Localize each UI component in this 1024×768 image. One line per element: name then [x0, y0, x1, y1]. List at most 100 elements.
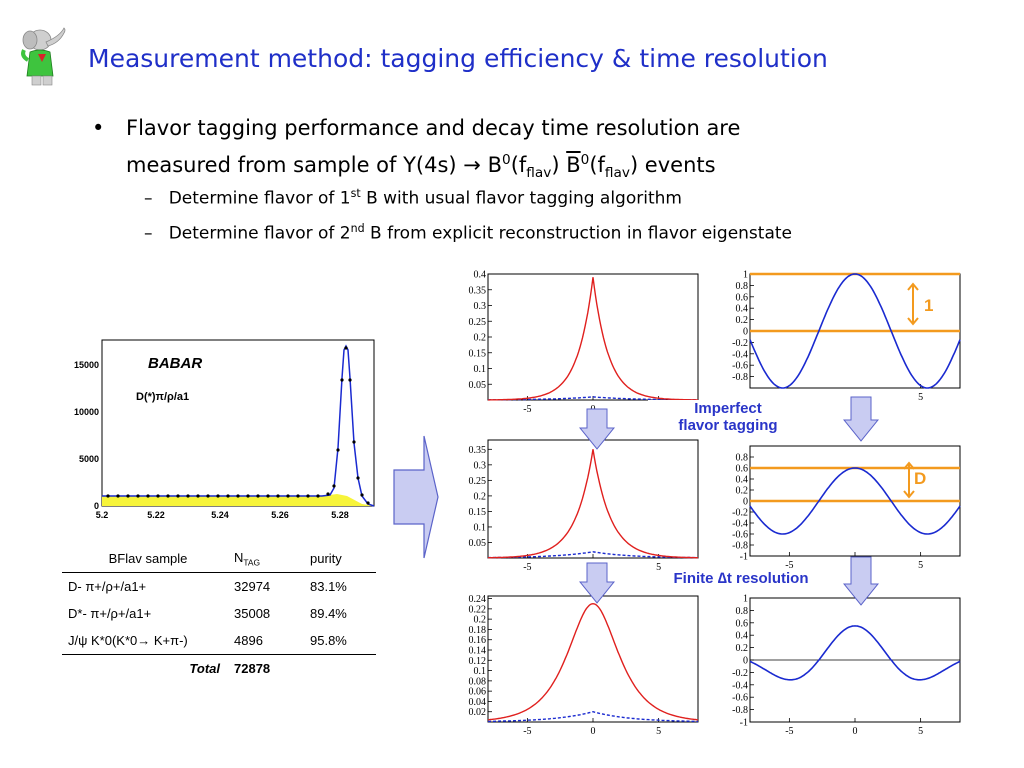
- dashed-curve-0: [488, 396, 698, 401]
- y-tick-label-2-3: 0.18: [469, 625, 487, 636]
- y-tick-label-5-2: 0.6: [736, 618, 749, 629]
- big-right-arrow: [393, 435, 439, 559]
- x-tick-label-4-0: -5: [785, 560, 793, 571]
- dashed-curve-2: [488, 710, 698, 723]
- y-tick-label-0-5: 0.15: [469, 348, 487, 359]
- y-tick-label-3-0: 1: [743, 270, 748, 281]
- main-bullet-line-1: Flavor tagging performance and decay tim…: [126, 116, 741, 140]
- peak-curve-1: [488, 449, 698, 559]
- y-tick-label-5-9: -0.8: [732, 705, 748, 716]
- x-tick-label-2-1: 0: [591, 726, 596, 737]
- plot-frame-0: [487, 273, 699, 401]
- y-tick-label-2-6: 0.12: [469, 656, 487, 667]
- arrow-glyph: →: [463, 153, 481, 177]
- x-tick-label-3-0: 5: [918, 392, 923, 403]
- y-tick-label-3-6: -0.2: [732, 338, 748, 349]
- y-tick-label-5-0: 1: [743, 594, 748, 605]
- y-tick-label-3-5: 0: [743, 327, 748, 338]
- mass-plot-channel: D(*)π/ρ/a1: [136, 391, 189, 403]
- cosine-curve-5: [749, 625, 961, 681]
- x-tick-label-5-0: -5: [785, 726, 793, 737]
- y-tick-label-2-7: 0.1: [474, 666, 487, 677]
- y-tick-label-2-2: 0.2: [474, 615, 487, 626]
- y-tick-label-5-7: -0.4: [732, 680, 748, 691]
- svg-text:0: 0: [94, 501, 99, 511]
- amplitude-label-one: 1: [924, 296, 934, 315]
- plot-frame-1: [487, 439, 699, 559]
- y-tick-label-2-5: 0.14: [469, 646, 487, 657]
- y-tick-label-5-1: 0.8: [736, 606, 749, 617]
- y-tick-label-3-9: -0.8: [732, 372, 748, 383]
- y-tick-label-4-5: -0.2: [732, 508, 748, 519]
- y-tick-label-0-4: 0.2: [474, 333, 487, 344]
- y-tick-label-2-4: 0.16: [469, 635, 487, 646]
- y-tick-label-4-0: 0.8: [736, 453, 749, 464]
- babar-elephant-logo: [21, 27, 66, 86]
- peak-curve-0: [488, 277, 698, 401]
- chart-right-2: 0.80.60.40.20-0.2-0.4-0.6-0.8-1-505: [732, 445, 961, 571]
- y-tick-label-5-8: -0.6: [732, 693, 748, 704]
- chart-left-1: 0.40.350.30.250.20.150.10.05-505: [469, 270, 699, 415]
- x-tick-label-2-2: 5: [656, 726, 661, 737]
- cosine-curve-3: [749, 273, 961, 389]
- y-tick-label-3-3: 0.4: [736, 304, 749, 315]
- page-title: Measurement method: tagging efficiency &…: [88, 44, 828, 73]
- svg-text:5.2: 5.2: [96, 510, 109, 520]
- y-tick-label-2-8: 0.08: [469, 676, 487, 687]
- y-tick-label-1-1: 0.3: [474, 460, 487, 471]
- y-tick-label-4-7: -0.6: [732, 530, 748, 541]
- down-arrow-left-2: [579, 562, 615, 604]
- y-tick-label-2-1: 0.22: [469, 604, 487, 615]
- table-row: D*- π+/ρ+/a1+ 35008 89.4%: [68, 606, 347, 621]
- y-tick-label-2-10: 0.04: [469, 697, 487, 708]
- x-tick-label-5-2: 5: [918, 726, 923, 737]
- y-tick-label-1-5: 0.1: [474, 522, 487, 533]
- y-tick-label-1-6: 0.05: [469, 538, 487, 549]
- x-tick-label-1-2: 5: [656, 562, 661, 573]
- table-row: J/ψ K*0(K*0→ K+π-) 4896 95.8%: [62, 627, 376, 655]
- y-tick-label-5-3: 0.4: [736, 631, 749, 642]
- y-tick-label-2-11: 0.02: [469, 707, 487, 718]
- svg-text:5.28: 5.28: [331, 510, 349, 520]
- y-tick-label-4-6: -0.4: [732, 519, 748, 530]
- svg-text:10000: 10000: [74, 407, 99, 417]
- y-tick-label-5-4: 0.2: [736, 643, 749, 654]
- down-arrow-left-1: [579, 408, 615, 450]
- y-tick-label-4-3: 0.2: [736, 486, 749, 497]
- subbullet-2: – Determine flavor of 2nd B from explici…: [144, 222, 792, 244]
- mass-plot: BABAR D(*)π/ρ/a1 15000 10000 5000 0 5.2 …: [74, 339, 375, 520]
- svg-text:5000: 5000: [79, 454, 99, 464]
- y-tick-label-5-5: 0: [743, 656, 748, 667]
- x-tick-label-1-0: -5: [523, 562, 531, 573]
- svg-text:5.24: 5.24: [211, 510, 229, 520]
- down-arrow-right-2: [843, 556, 879, 606]
- x-tick-label-2-0: -5: [523, 726, 531, 737]
- amplitude-label-d: D: [914, 469, 927, 488]
- chart-left-3: 0.240.220.20.180.160.140.120.10.080.060.…: [469, 594, 699, 737]
- y-tick-label-4-1: 0.6: [736, 464, 749, 475]
- main-bullet: Flavor tagging performance and decay tim…: [126, 112, 946, 189]
- y-tick-label-1-0: 0.35: [469, 445, 487, 456]
- y-tick-label-0-0: 0.4: [474, 270, 487, 281]
- y-tick-label-4-4: 0: [743, 497, 748, 508]
- y-tick-label-3-7: -0.4: [732, 349, 748, 360]
- table-header-row: BFlav sample NTAG purity: [62, 545, 376, 573]
- y-tick-label-0-6: 0.1: [474, 364, 487, 375]
- babar-brand: BABAR: [148, 355, 202, 372]
- y-tick-label-3-1: 0.8: [736, 281, 749, 292]
- amplitude-arrow-d: [903, 461, 915, 499]
- x-tick-label-5-1: 0: [853, 726, 858, 737]
- peak-curve-2: [487, 602, 699, 721]
- dashed-curve-1: [488, 551, 698, 559]
- chart-right-3: 10.80.60.40.20-0.2-0.4-0.6-0.8-1-5 0 5: [732, 594, 961, 737]
- y-tick-label-0-2: 0.3: [474, 301, 487, 312]
- x-tick-label-4-2: 5: [918, 560, 923, 571]
- y-tick-label-3-8: -0.6: [732, 361, 748, 372]
- svg-text:5.22: 5.22: [147, 510, 165, 520]
- y-tick-label-4-2: 0.4: [736, 475, 749, 486]
- y-tick-label-2-9: 0.06: [469, 687, 487, 698]
- y-tick-label-1-4: 0.15: [469, 507, 487, 518]
- y-tick-label-5-10: -1: [740, 718, 748, 729]
- subbullet-1: – Determine flavor of 1st B with usual f…: [144, 187, 682, 209]
- svg-text:15000: 15000: [74, 360, 99, 370]
